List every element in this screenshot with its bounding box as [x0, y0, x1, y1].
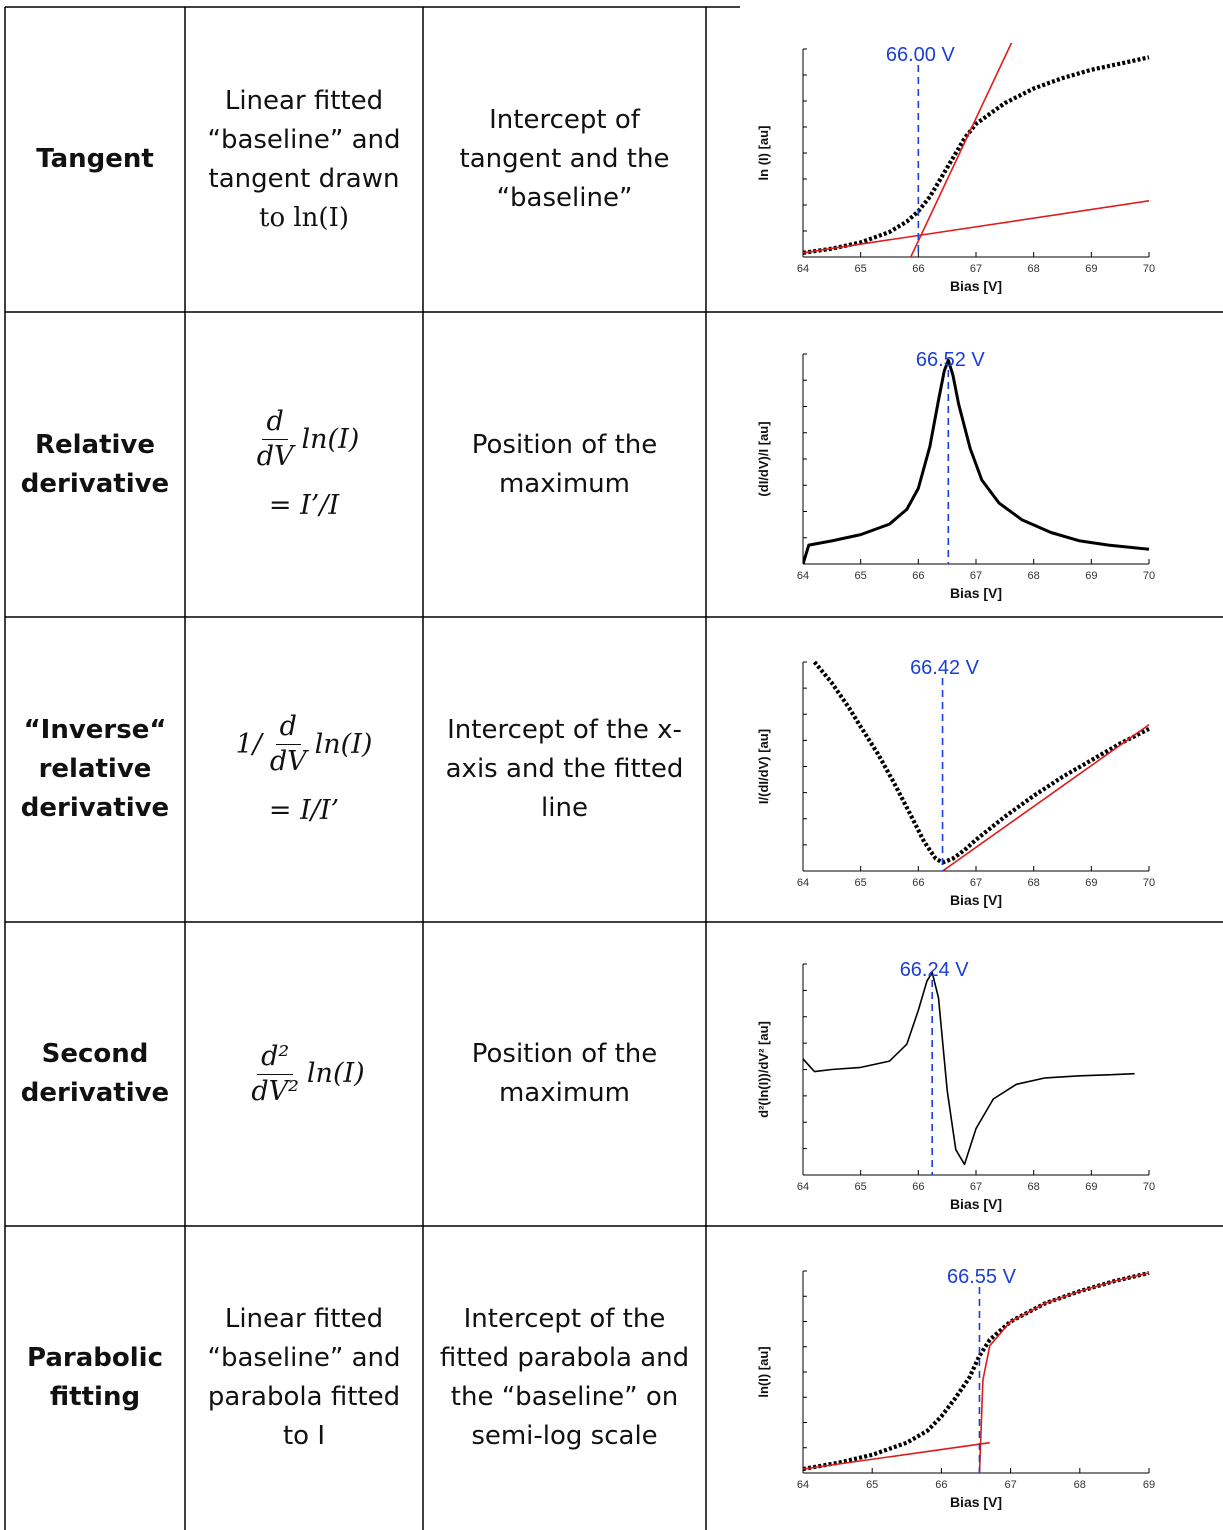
formula-cell-inverse-relative-derivative: 1/ d dV ln(I) = I/I’ — [235, 711, 373, 826]
x-tick-label: 65 — [855, 263, 867, 275]
criterion-cell-relative-derivative: Position of the maximum — [471, 429, 658, 499]
chart-tangent: 64 65 66 67 68 69 70 Bias [V] ln (I) [au] 66.00 V — [756, 43, 1155, 294]
x-tick-label: 64 — [797, 1479, 809, 1491]
x-axis-label: Bias [V] — [950, 278, 1002, 294]
y-axis-label: I/(dI/dV) [au] — [756, 729, 771, 804]
criterion-cell-second-derivative: Position of the maximum — [471, 1039, 658, 1108]
x-tick-label: 64 — [797, 263, 809, 275]
x-tick-label: 68 — [1028, 877, 1040, 889]
x-axis-label: Bias [V] — [950, 1196, 1002, 1212]
y-axis-label: (dI/dV)/I [au] — [756, 421, 771, 496]
x-tick-label: 69 — [1085, 877, 1097, 889]
x-tick-label: 64 — [797, 1181, 809, 1193]
chart-second-derivative: 64 65 66 67 68 69 70 Bias [V] d²(ln(I))/dV² [au]… — [756, 959, 1155, 1212]
data-series-line — [803, 55, 1150, 255]
x-tick-label: 70 — [1143, 263, 1155, 275]
marker-annotation: 66.00 V — [886, 44, 956, 66]
chart-parabolic-fitting: 64 65 66 67 68 69 Bias [V] ln(I) [au] 66.55 V — [756, 1266, 1155, 1510]
x-tick-label: 70 — [1143, 570, 1155, 582]
criterion-cell-parabolic-fitting: Intercept of the fitted parabola and the… — [439, 1304, 690, 1451]
x-tick-label: 67 — [970, 877, 982, 889]
x-tick-label: 66 — [912, 877, 924, 889]
y-axis-label: ln(I) [au] — [756, 1346, 771, 1397]
x-axis-label: Bias [V] — [950, 892, 1002, 908]
x-tick-label: 66 — [935, 1479, 947, 1491]
x-axis-label: Bias [V] — [950, 585, 1002, 601]
method-cell-second-derivative: Second derivative — [20, 1039, 170, 1108]
x-tick-label: 70 — [1143, 1181, 1155, 1193]
x-tick-label: 67 — [970, 570, 982, 582]
method-cell-parabolic-fitting: Parabolic fitting — [27, 1343, 163, 1412]
x-tick-label: 64 — [797, 570, 809, 582]
chart-inverse-relative-derivative: 64 65 66 67 68 69 70 Bias [V] I/(dI/dV) [au] 66.4… — [756, 657, 1155, 908]
x-tick-label: 65 — [855, 877, 867, 889]
marker-annotation: 66.55 V — [947, 1266, 1017, 1288]
x-tick-label: 68 — [1028, 263, 1040, 275]
description-cell-tangent: Linear fitted “baseline” and tangent dra… — [207, 85, 401, 233]
x-tick-label: 67 — [1004, 1479, 1016, 1491]
x-tick-label: 69 — [1085, 1181, 1097, 1193]
description-cell-parabolic-fitting: Linear fitted “baseline” and parabola fi… — [207, 1304, 401, 1451]
x-tick-label: 67 — [970, 263, 982, 275]
method-cell-inverse-relative-derivative: “Inverse“ relative derivative — [20, 715, 170, 823]
x-tick-label: 66 — [912, 570, 924, 582]
x-tick-label: 70 — [1143, 877, 1155, 889]
x-axis-label: Bias [V] — [950, 1494, 1002, 1510]
fit-line — [942, 724, 1150, 871]
formula-cell-relative-derivative: d dV ln(I) = I’/I — [256, 406, 360, 521]
fit-line — [978, 1272, 1150, 1473]
x-tick-label: 65 — [855, 570, 867, 582]
x-tick-label: 67 — [970, 1181, 982, 1193]
y-axis-label: ln (I) [au] — [756, 126, 771, 181]
x-tick-label: 69 — [1085, 263, 1097, 275]
criterion-cell-tangent: Intercept of tangent and the “baseline” — [459, 105, 670, 213]
data-series-line — [803, 1270, 1150, 1472]
data-series-line — [803, 358, 1150, 564]
x-tick-label: 65 — [866, 1479, 878, 1491]
marker-annotation: 66.52 V — [916, 349, 986, 371]
fit-line — [803, 200, 1150, 254]
data-series-line — [812, 660, 1150, 865]
x-tick-label: 66 — [912, 263, 924, 275]
method-cell-tangent: Tangent — [36, 144, 154, 174]
data-series-line — [803, 971, 1135, 1166]
chart-relative-derivative: 64 65 66 67 68 69 70 Bias [V] (dI/dV)/I [au] 66.5… — [756, 349, 1155, 601]
fit-line — [909, 43, 1013, 257]
x-tick-label: 69 — [1085, 570, 1097, 582]
method-cell-relative-derivative: Relative derivative — [20, 429, 170, 499]
x-tick-label: 66 — [912, 1181, 924, 1193]
criterion-cell-inverse-relative-derivative: Intercept of the x-axis and the fitted li… — [445, 715, 684, 823]
x-tick-label: 68 — [1074, 1479, 1086, 1491]
y-axis-label: d²(ln(I))/dV² [au] — [756, 1021, 771, 1118]
fit-line — [803, 1441, 990, 1470]
marker-annotation: 66.24 V — [900, 959, 970, 981]
x-tick-label: 68 — [1028, 570, 1040, 582]
x-tick-label: 64 — [797, 877, 809, 889]
x-tick-label: 68 — [1028, 1181, 1040, 1193]
formula-cell-second-derivative: d² dV² ln(I) — [251, 1040, 365, 1107]
marker-annotation: 66.42 V — [910, 657, 980, 679]
x-tick-label: 65 — [855, 1181, 867, 1193]
x-tick-label: 69 — [1143, 1479, 1155, 1491]
